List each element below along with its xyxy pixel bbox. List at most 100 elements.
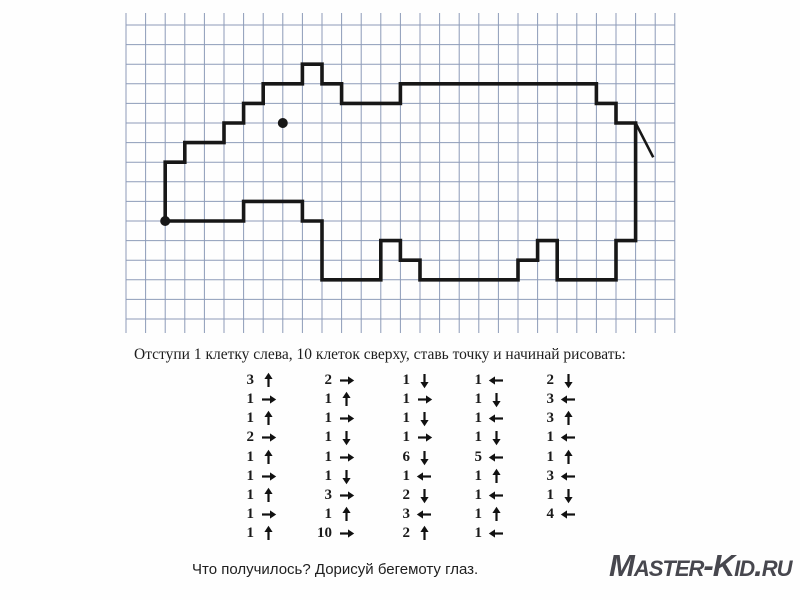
arrow-left-icon xyxy=(488,525,505,542)
arrow-down-icon xyxy=(416,449,433,466)
step-count: 1 xyxy=(324,448,333,465)
step-count: 1 xyxy=(402,467,411,484)
dictation-cell: 3 xyxy=(534,390,612,409)
arrow-right-icon xyxy=(338,525,355,542)
step-count: 1 xyxy=(402,410,411,427)
step-count: 10 xyxy=(317,525,332,542)
arrow-left-icon xyxy=(560,468,577,485)
dictation-cell: 6 xyxy=(390,448,462,467)
tail-line xyxy=(634,122,655,158)
dictation-cell: 1 xyxy=(312,467,390,486)
arrow-right-icon xyxy=(260,391,277,408)
arrow-right-icon xyxy=(416,429,433,446)
arrow-down-icon xyxy=(488,429,505,446)
step-count: 3 xyxy=(546,467,555,484)
arrow-down-icon xyxy=(560,487,577,504)
arrow-left-icon xyxy=(560,391,577,408)
start-dot xyxy=(160,216,171,226)
dictation-cell: 1 xyxy=(234,467,312,486)
step-count: 1 xyxy=(246,410,255,427)
arrow-up-icon xyxy=(488,468,505,485)
arrow-right-icon xyxy=(260,468,277,485)
dictation-cell: 1 xyxy=(234,486,312,505)
dictation-cell: 1 xyxy=(462,371,534,390)
step-count: 2 xyxy=(546,372,555,389)
step-count: 3 xyxy=(246,372,255,389)
step-count: 1 xyxy=(474,506,483,523)
arrow-down-icon xyxy=(338,429,355,446)
dictation-cell: 1 xyxy=(312,409,390,428)
arrow-up-icon xyxy=(416,525,433,542)
arrow-right-icon xyxy=(338,449,355,466)
step-count: 1 xyxy=(474,372,483,389)
dictation-cell: 1 xyxy=(312,390,390,409)
step-count: 1 xyxy=(324,506,333,523)
arrow-up-icon xyxy=(560,410,577,427)
step-count: 3 xyxy=(402,506,411,523)
dictation-cell: 3 xyxy=(312,486,390,505)
arrow-right-icon xyxy=(338,372,355,389)
dictation-cell: 1 xyxy=(390,428,462,447)
arrow-up-icon xyxy=(260,525,277,542)
arrow-left-icon xyxy=(488,410,505,427)
dictation-cell: 1 xyxy=(462,505,534,524)
step-count: 1 xyxy=(324,467,333,484)
dictation-cell: 1 xyxy=(462,428,534,447)
arrow-left-icon xyxy=(488,372,505,389)
dictation-cell: 1 xyxy=(462,467,534,486)
arrow-left-icon xyxy=(488,487,505,504)
step-count: 1 xyxy=(546,448,555,465)
step-count: 1 xyxy=(246,486,255,503)
eye-dot xyxy=(277,118,288,128)
dictation-cell: 1 xyxy=(462,409,534,428)
arrow-down-icon xyxy=(416,487,433,504)
dictation-cell: 2 xyxy=(234,428,312,447)
step-count: 2 xyxy=(402,486,411,503)
step-count: 1 xyxy=(474,467,483,484)
dictation-cell: 1 xyxy=(312,428,390,447)
arrow-right-icon xyxy=(338,410,355,427)
caption-text: Что получилось? Дорисуй бегемоту глаз. xyxy=(192,561,479,578)
arrow-up-icon xyxy=(560,449,577,466)
dictation-cell: 4 xyxy=(534,505,612,524)
dictation-cell: 1 xyxy=(390,371,462,390)
dictation-cell: 2 xyxy=(312,371,390,390)
arrow-right-icon xyxy=(260,506,277,523)
arrow-left-icon xyxy=(416,468,433,485)
dictation-cell-empty xyxy=(534,524,612,543)
dictation-cell: 3 xyxy=(234,371,312,390)
step-count: 4 xyxy=(546,506,555,523)
step-count: 6 xyxy=(402,448,411,465)
arrow-right-icon xyxy=(260,429,277,446)
arrow-up-icon xyxy=(488,506,505,523)
dictation-cell: 1 xyxy=(462,390,534,409)
dictation-cell: 1 xyxy=(534,448,612,467)
step-count: 1 xyxy=(246,467,255,484)
arrow-up-icon xyxy=(260,487,277,504)
dictation-cell: 1 xyxy=(390,390,462,409)
dictation-cell: 2 xyxy=(390,524,462,543)
dictation-cell: 10 xyxy=(312,524,390,543)
arrow-up-icon xyxy=(260,410,277,427)
dictation-cell: 5 xyxy=(462,448,534,467)
dictation-cell: 2 xyxy=(390,486,462,505)
step-count: 1 xyxy=(546,486,555,503)
step-count: 3 xyxy=(324,486,333,503)
dictation-cell: 1 xyxy=(234,448,312,467)
dictation-cell: 1 xyxy=(312,448,390,467)
step-count: 3 xyxy=(546,410,555,427)
step-count: 5 xyxy=(474,448,483,465)
dictation-cell: 1 xyxy=(534,486,612,505)
step-count: 1 xyxy=(474,391,483,408)
arrow-down-icon xyxy=(416,372,433,389)
dictation-cell: 3 xyxy=(390,505,462,524)
step-count: 1 xyxy=(324,410,333,427)
dictation-cell: 1 xyxy=(312,505,390,524)
arrow-left-icon xyxy=(416,506,433,523)
arrow-up-icon xyxy=(338,391,355,408)
arrow-down-icon xyxy=(416,410,433,427)
step-count: 1 xyxy=(246,448,255,465)
step-count: 2 xyxy=(402,525,411,542)
